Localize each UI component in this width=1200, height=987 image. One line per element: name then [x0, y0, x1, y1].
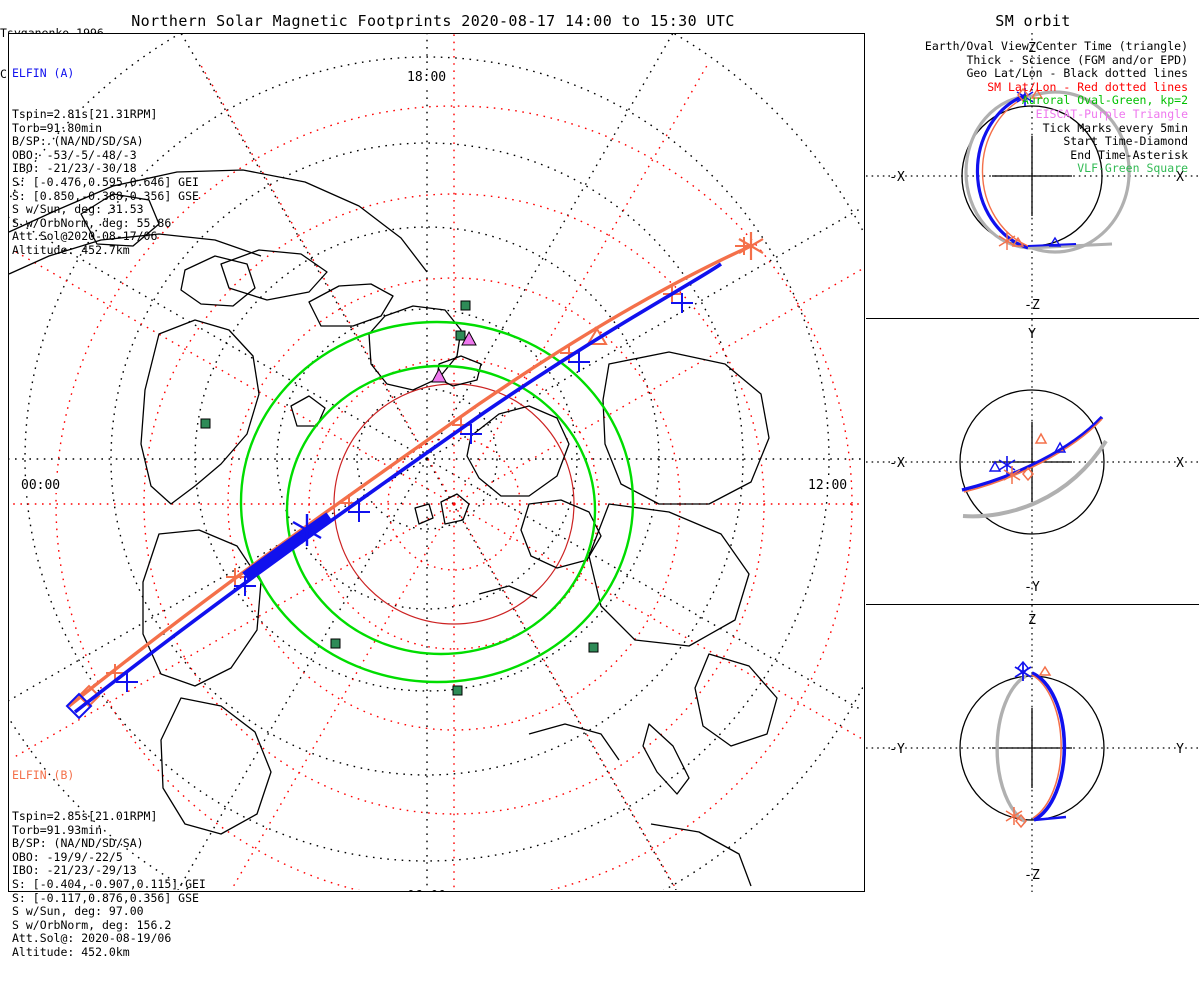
elfin-a-line: S w/Sun, deg: 31.53	[12, 202, 144, 217]
vlf-square	[460, 300, 471, 311]
orbit-elfin-a	[975, 93, 1029, 250]
elfin-b-line: S: [-0.404,-0.907,0.115] GEI	[12, 876, 206, 891]
legend-item: VLF-Green Square	[1077, 161, 1188, 176]
orbit-elfin-b	[963, 418, 1103, 493]
legend-item: Thick - Science (FGM and/or EPD)	[966, 52, 1188, 67]
orbit-panel-xz[interactable]: Z -Z X -X	[866, 33, 1199, 319]
legend-item: Auroral Oval-Green, kp=2	[1021, 93, 1188, 108]
elfin-a-header: ELFIN (A)	[12, 66, 75, 81]
eiscat-stations	[431, 330, 477, 383]
axis-label-x: X	[1176, 170, 1184, 185]
axis-label-y: Y	[1028, 327, 1036, 342]
elfin-a-start-diamond	[65, 692, 93, 720]
axis-label-y: Y	[1176, 742, 1184, 757]
orbit-panel-title: SM orbit	[995, 12, 1071, 30]
orbit-panels: Z -Z X -X	[866, 33, 1199, 892]
elfin-b-line: Tspin=2.85s[21.01RPM]	[12, 808, 158, 823]
vlf-square	[452, 685, 463, 696]
axis-label-z: Z	[1028, 41, 1036, 56]
elfin-b-info: ELFIN (B) Tspin=2.85s[21.01RPM] Torb=91.9…	[12, 742, 206, 987]
elfin-a-lines: Tspin=2.81s[21.31RPM] Torb=91.80min B/SP: …	[12, 106, 199, 258]
orbit-elfin-b	[1031, 674, 1062, 819]
axis-label-neg-x: -X	[889, 456, 905, 471]
elfin-b-line: S w/Sun, deg: 97.00	[12, 904, 144, 919]
legend-item: End Time-Asterisk	[1070, 147, 1188, 162]
orbit-gray	[962, 439, 1108, 519]
elfin-a-end-asterisk	[292, 514, 322, 546]
elfin-b-header: ELFIN (B)	[12, 768, 75, 783]
axis-label-neg-y: -Y	[1024, 580, 1040, 595]
elfin-b-line: B/SP: (NA/ND/SD/SA)	[12, 836, 144, 851]
axis-label-neg-y: -Y	[889, 742, 905, 757]
polar-map-panel[interactable]: 00:00 12:00 18:00 06:00	[8, 33, 865, 892]
elfin-b-line: S w/OrbNorm, deg: 156.2	[12, 917, 172, 932]
elfin-b-end-asterisk	[738, 232, 764, 260]
elfin-b-line: OBO: -19/9/-22/5	[12, 849, 123, 864]
earth-circle	[959, 389, 1105, 535]
elfin-a-line: Torb=91.80min	[12, 120, 103, 135]
axis-label-z: Z	[1028, 613, 1036, 628]
vlf-square	[200, 418, 211, 429]
legend: Earth/Oval View Center Time (triangle) Th…	[924, 39, 1188, 176]
eiscat-triangle	[461, 330, 477, 346]
polar-map-svg	[9, 34, 863, 890]
legend-item: SM Lat/Lon - Red dotted lines	[987, 79, 1188, 94]
elfin-a-ticks	[116, 293, 693, 692]
elfin-b-line: Att.Sol@: 2020-08-19/06	[12, 931, 172, 946]
orbit-elfin-a	[961, 415, 1104, 492]
elfin-b-line: S: [-0.117,0.876,0.356] GSE	[12, 890, 199, 905]
legend-item: Tick Marks every 5min	[1042, 120, 1188, 135]
earth-circle	[959, 675, 1105, 821]
vlf-square	[588, 642, 599, 653]
vlf-square	[455, 330, 466, 341]
elfin-a-line: Altitude: 452.7km	[12, 242, 130, 257]
elfin-a-line: IBO: -21/23/-30/18	[12, 161, 137, 176]
sm-grid	[9, 34, 863, 890]
elfin-a-track	[65, 262, 723, 720]
clock-label-dawn: 06:00	[405, 889, 449, 891]
coastlines	[9, 169, 778, 887]
elfin-a-line: B/SP: (NA/ND/SD/SA)	[12, 134, 144, 149]
elfin-a-line: S: [-0.476,0.595,0.646] GEI	[12, 174, 199, 189]
elfin-a-info: ELFIN (A) Tspin=2.81s[21.31RPM] Torb=91.8…	[12, 40, 199, 285]
orbit-gray	[964, 90, 1131, 254]
axis-label-neg-x: -X	[889, 170, 905, 185]
elfin-b-lines: Tspin=2.85s[21.01RPM] Torb=91.93min B/SP: …	[12, 808, 206, 960]
legend-item: EISCAT-Purple Triangle	[1035, 106, 1188, 121]
legend-item: Geo Lat/Lon - Black dotted lines	[966, 66, 1188, 81]
orbit-panel-yz[interactable]: Z -Z Y -Y	[866, 605, 1199, 892]
elfin-b-line: Torb=91.93min	[12, 822, 103, 837]
legend-item: Start Time-Diamond	[1063, 134, 1188, 149]
orbit-gray	[995, 674, 1027, 824]
elfin-a-line: S: [0.850,-0.388,0.356] GSE	[12, 188, 199, 203]
orbit-elfin-a	[1031, 671, 1067, 822]
auroral-oval	[239, 320, 635, 684]
elfin-a-line: Att.Sol@2020-08-17/06	[12, 229, 158, 244]
geo-grid	[9, 34, 863, 890]
legend-item: Earth/Oval View Center Time (triangle)	[924, 39, 1188, 53]
clock-label-noon: 12:00	[806, 478, 850, 493]
elfin-a-line: S w/OrbNorm, deg: 55.86	[12, 215, 172, 230]
axis-label-x: X	[1176, 456, 1184, 471]
elfin-a-line: Tspin=2.81s[21.31RPM]	[12, 106, 158, 121]
elfin-a-line: OBO: -53/-5/-48/-3	[12, 147, 137, 162]
clock-label-dusk: 18:00	[405, 70, 449, 85]
vlf-stations	[200, 300, 599, 696]
orbit-panel-xy[interactable]: Y -Y X -X	[866, 319, 1199, 605]
eiscat-triangle	[431, 367, 447, 383]
vlf-square	[330, 638, 341, 649]
page-title: Northern Solar Magnetic Footprints 2020-…	[131, 12, 735, 30]
clock-label-midnight: 00:00	[19, 478, 63, 493]
sm-inner-circle	[333, 383, 575, 625]
axis-label-neg-z: -Z	[1024, 868, 1040, 883]
elfin-b-line: Altitude: 452.0km	[12, 944, 130, 959]
elfin-b-line: IBO: -21/23/-29/13	[12, 863, 137, 878]
axis-label-neg-z: -Z	[1024, 298, 1040, 313]
